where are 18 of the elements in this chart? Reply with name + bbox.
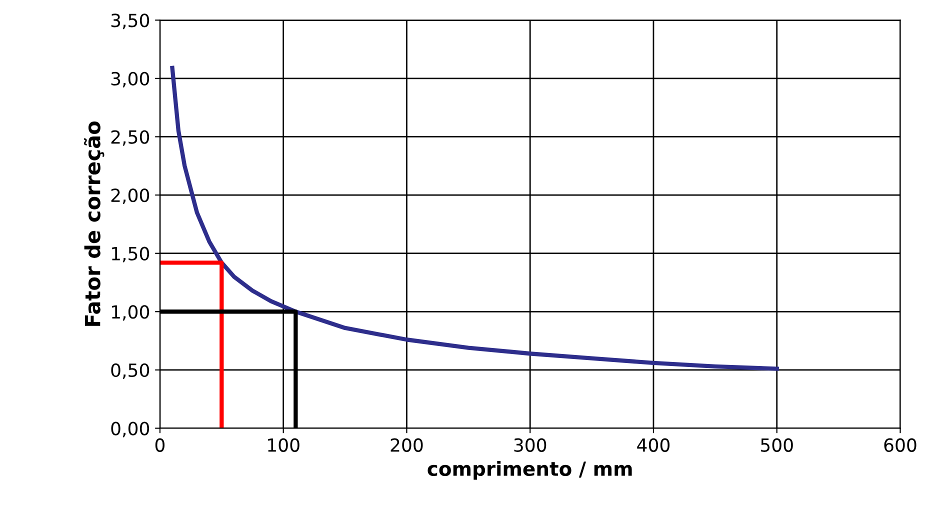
y-tick-label: 2,00 [111,188,150,204]
x-tick-label: 100 [268,438,300,452]
y-tick-label: 3,00 [111,72,150,88]
y-tick-label: 0,50 [111,363,150,379]
line-series [170,66,779,371]
x-axis-title: comprimento / mm [428,460,632,480]
y-tick-label: 2,50 [111,130,150,146]
x-tick-label: 500 [761,438,793,452]
y-tick-label: 1,50 [112,246,150,262]
x-tick-label: 300 [514,438,546,452]
y-axis-title: Fator de correção [84,121,104,326]
x-tick-label: 400 [637,438,670,452]
x-tick-label: 600 [884,438,916,452]
y-tick-label: 3,50 [111,14,150,30]
x-tick-label: 0 [155,438,165,452]
y-tick-label: 1,00 [112,305,150,321]
x-tick-label: 200 [390,438,423,452]
y-tick-label: 0,00 [111,422,150,438]
